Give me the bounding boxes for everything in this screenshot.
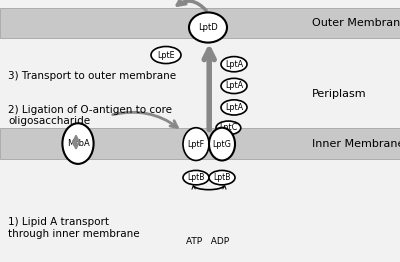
Text: Periplasm: Periplasm [312, 89, 367, 99]
Ellipse shape [209, 171, 235, 185]
Text: ATP   ADP: ATP ADP [186, 237, 230, 246]
Ellipse shape [216, 121, 241, 135]
Text: LptB: LptB [213, 173, 231, 182]
Text: 1) Lipid A transport
through inner membrane: 1) Lipid A transport through inner membr… [8, 217, 140, 239]
Text: Outer Membrane: Outer Membrane [312, 18, 400, 28]
Text: LptA: LptA [225, 81, 243, 90]
Text: LptG: LptG [212, 140, 232, 149]
Text: 2) Ligation of O-antigen to core
oligosaccharide: 2) Ligation of O-antigen to core oligosa… [8, 105, 172, 126]
Text: 3) Transport to outer membrane: 3) Transport to outer membrane [8, 71, 176, 81]
Text: LptF: LptF [188, 140, 204, 149]
Text: MsbA: MsbA [67, 139, 89, 148]
Text: LptA: LptA [225, 103, 243, 112]
Ellipse shape [209, 128, 235, 160]
Text: LptA: LptA [225, 60, 243, 69]
Ellipse shape [183, 171, 209, 185]
Ellipse shape [183, 128, 209, 160]
Ellipse shape [151, 47, 181, 63]
Bar [0, 8, 400, 38]
Ellipse shape [189, 12, 227, 43]
Text: LptC: LptC [219, 123, 238, 132]
Ellipse shape [221, 57, 247, 72]
Ellipse shape [221, 100, 247, 115]
Ellipse shape [62, 123, 94, 164]
Bar [0, 128, 400, 159]
Ellipse shape [221, 78, 247, 94]
Text: LptE: LptE [157, 51, 175, 59]
Text: LptD: LptD [198, 23, 218, 32]
Text: Inner Membrane: Inner Membrane [312, 139, 400, 149]
Text: LptB: LptB [187, 173, 205, 182]
